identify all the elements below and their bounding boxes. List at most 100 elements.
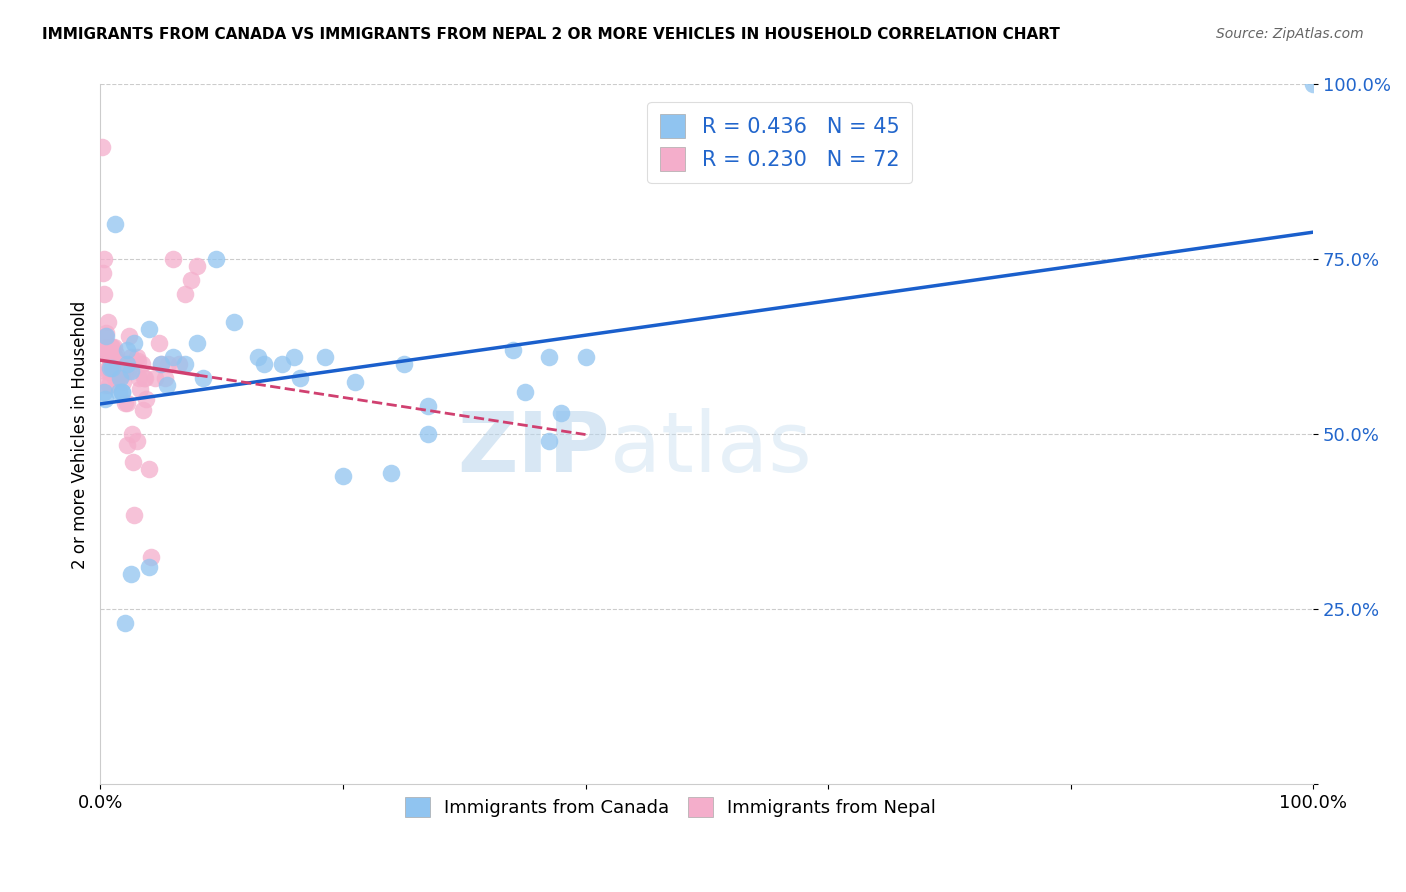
Point [97,347,120,361]
Point [125,434,148,449]
Point [97,347,120,361]
Legend: Immigrants from Canada, Immigrants from Nepal: Immigrants from Canada, Immigrants from … [398,790,943,824]
Point [104,218,127,232]
Point [121,427,143,442]
Text: atlas: atlas [610,408,811,489]
Point [153,371,176,385]
Point [538,351,561,365]
Point [94,378,117,392]
Point [96,329,118,343]
Point [107,358,129,372]
Point [141,549,163,564]
Point [117,364,139,378]
Point [98,360,121,375]
Point [105,364,128,378]
Point [120,364,142,378]
Point [162,252,184,267]
Point [105,354,128,368]
Text: ZIP: ZIP [457,408,610,489]
Point [128,371,150,385]
Point [94,392,117,407]
Point [103,360,125,375]
Point [1302,78,1324,92]
Point [100,358,122,372]
Point [132,403,155,417]
Text: IMMIGRANTS FROM CANADA VS IMMIGRANTS FROM NEPAL 2 OR MORE VEHICLES IN HOUSEHOLD : IMMIGRANTS FROM CANADA VS IMMIGRANTS FRO… [42,27,1060,42]
Point [105,347,128,361]
Point [120,351,142,365]
Point [574,351,596,365]
Point [332,469,354,483]
Point [135,392,157,407]
Point [186,336,208,351]
Point [108,358,131,372]
Point [101,351,124,365]
Point [247,351,270,365]
Point [138,560,160,574]
Point [111,385,134,400]
Point [138,322,160,336]
Point [150,358,173,372]
Point [107,368,129,382]
Point [167,358,190,372]
Point [96,326,118,340]
Point [108,371,131,385]
Point [104,351,127,365]
Point [271,358,294,372]
Point [416,400,439,414]
Point [108,358,131,372]
Point [174,358,197,372]
Point [156,378,179,392]
Point [111,385,134,400]
Point [550,406,572,420]
Point [134,371,156,385]
Point [91,267,114,281]
Point [94,364,117,378]
Point [96,343,118,358]
Point [107,385,129,400]
Point [143,371,166,385]
Point [129,382,152,396]
Point [98,358,121,372]
Point [253,358,276,372]
Point [100,340,122,354]
Point [97,364,120,378]
Point [90,140,112,154]
Point [124,336,146,351]
Point [93,287,115,301]
Point [111,368,134,382]
Point [97,378,120,392]
Point [114,396,136,410]
Point [513,385,536,400]
Point [124,508,146,522]
Point [204,252,226,267]
Point [380,466,402,480]
Point [114,360,136,375]
Y-axis label: 2 or more Vehicles in Household: 2 or more Vehicles in Household [72,301,89,568]
Point [131,358,153,372]
Point [115,343,138,358]
Point [110,364,132,378]
Point [148,336,170,351]
Point [344,375,367,389]
Point [115,358,138,372]
Point [111,360,134,375]
Point [104,371,127,385]
Point [101,360,124,375]
Point [115,438,138,452]
Point [162,351,184,365]
Point [100,354,122,368]
Point [314,351,336,365]
Point [186,260,208,274]
Point [157,358,180,372]
Point [125,351,148,365]
Point [502,343,524,358]
Point [91,343,114,358]
Point [93,385,115,400]
Point [114,616,136,631]
Point [97,343,120,358]
Point [98,364,121,378]
Point [101,340,124,354]
Point [120,567,142,582]
Text: Source: ZipAtlas.com: Source: ZipAtlas.com [1216,27,1364,41]
